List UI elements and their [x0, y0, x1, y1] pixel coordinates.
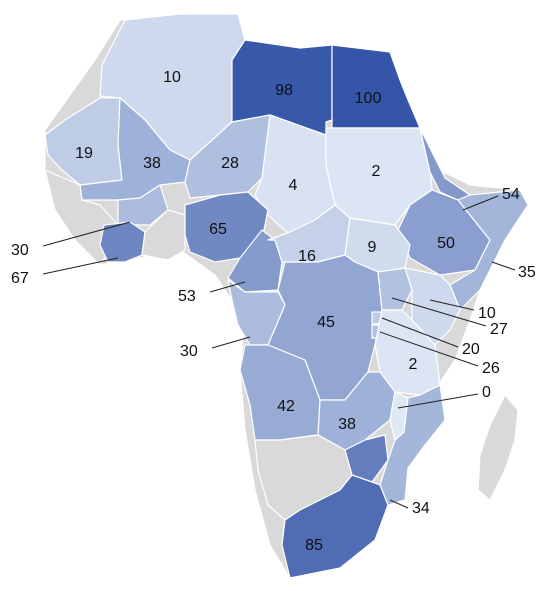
leader-burundi: [379, 331, 479, 367]
leader-cote-divoire: [42, 257, 119, 275]
label-ghana: 30: [11, 242, 29, 259]
label-drc: 45: [317, 314, 335, 331]
region-madagascar: [477, 394, 519, 501]
label-zambia: 38: [338, 416, 356, 433]
label-ethiopia: 50: [437, 235, 455, 252]
label-somalia: 35: [518, 264, 536, 281]
label-tanzania: 2: [409, 356, 418, 373]
region-egypt: [331, 44, 421, 129]
region-uganda: [377, 267, 413, 311]
label-eritrea: 54: [502, 186, 520, 203]
label-congo-gabon: 30: [180, 343, 198, 360]
label-sudan: 2: [372, 163, 381, 180]
leader-cameroon: [209, 281, 246, 293]
label-rwanda: 20: [462, 341, 480, 358]
leader-somalia: [491, 261, 516, 271]
region-gulf-nodata: [141, 209, 186, 261]
label-nigeria: 65: [209, 221, 227, 238]
label-libya: 98: [275, 82, 293, 99]
label-south-africa: 85: [305, 537, 323, 554]
label-cameroon: 53: [178, 288, 196, 305]
label-burundi: 26: [482, 360, 500, 377]
leader-ghana: [42, 221, 131, 247]
leader-uganda: [391, 297, 487, 327]
leader-kenya: [429, 299, 475, 311]
leader-rwanda: [381, 317, 459, 348]
region-kenya: [404, 267, 461, 346]
label-cote-divoire: 67: [11, 270, 29, 287]
label-algeria: 10: [163, 69, 181, 86]
label-chad: 4: [289, 177, 298, 194]
label-car: 16: [298, 248, 316, 265]
label-mali: 38: [143, 155, 161, 172]
label-uganda: 27: [490, 321, 508, 338]
label-egypt: 100: [355, 90, 382, 107]
region-cote-divoire: [99, 221, 146, 263]
label-malawi: 0: [482, 384, 491, 401]
leader-eritrea: [462, 195, 499, 211]
label-angola: 42: [277, 398, 295, 415]
leader-mozambique: [389, 499, 409, 509]
label-niger: 28: [221, 155, 239, 172]
label-kenya: 10: [478, 305, 496, 322]
label-mozambique: 34: [412, 500, 430, 517]
region-somalia: [449, 189, 529, 311]
leader-congo-gabon: [211, 336, 251, 349]
region-mozambique: [379, 384, 446, 506]
region-south-africa: [281, 474, 389, 579]
leader-malawi: [397, 393, 479, 409]
label-south-sudan: 9: [368, 239, 377, 256]
label-mauritania: 19: [75, 145, 93, 162]
